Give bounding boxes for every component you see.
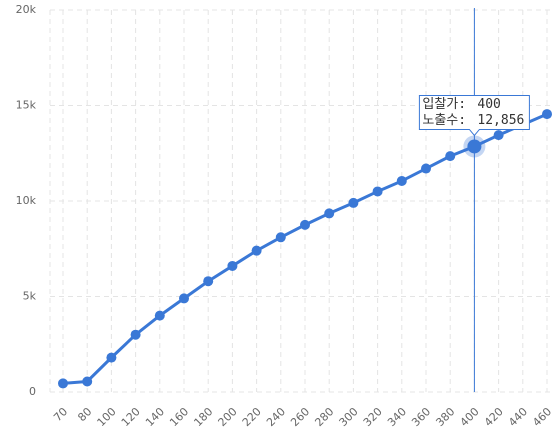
x-tick-label: 80 [75,405,94,424]
point [467,139,482,154]
point [275,232,286,243]
y-tick-label: 10k [16,194,37,207]
point [227,260,238,271]
tooltip-y-value: 12,856 [477,113,524,128]
x-tick-label: 320 [361,405,385,429]
point [251,245,262,256]
point [130,329,141,340]
y-tick-label: 15k [16,99,37,112]
x-tick-label: 360 [409,405,433,429]
x-tick-label: 240 [264,405,288,429]
y-tick-label: 20k [16,3,37,16]
x-tick-label: 140 [143,405,167,429]
x-tick-label: 70 [51,405,70,424]
x-tick-label: 200 [216,405,240,429]
point [324,208,335,219]
point [493,130,504,141]
point [348,197,359,208]
x-tick-label: 180 [191,405,215,429]
tooltip-box [418,94,530,137]
tooltip-x-value: 400 [477,97,500,112]
point [421,163,431,174]
tooltip-y-label: 노출수: [422,113,466,128]
x-tick-label: 340 [385,405,409,429]
y-tick-label: 5k [23,290,37,303]
x-tick-label: 420 [482,405,506,429]
x-tick-label: 160 [167,405,191,429]
point [106,352,117,363]
x-tick-label: 380 [433,405,457,429]
tooltip-x-label: 입찰가: [422,97,466,112]
x-tick-label: 400 [458,405,482,429]
point [154,310,165,321]
x-tick-label: 440 [506,405,530,429]
x-tick-label: 220 [240,405,264,429]
point [203,276,214,287]
point [372,186,383,197]
x-tick-label: 100 [95,405,119,429]
point [58,378,68,389]
point [542,109,552,120]
x-tick-label: 300 [337,405,361,429]
x-tick-label: 280 [312,405,336,429]
point [445,151,456,162]
x-tick-label: 120 [119,405,143,429]
x-tick-label: 460 [530,405,553,429]
y-tick-label: 0 [29,385,36,398]
x-tick-label: 260 [288,405,312,429]
point [300,219,310,230]
point [396,175,407,186]
point [179,293,189,304]
point [82,376,93,387]
